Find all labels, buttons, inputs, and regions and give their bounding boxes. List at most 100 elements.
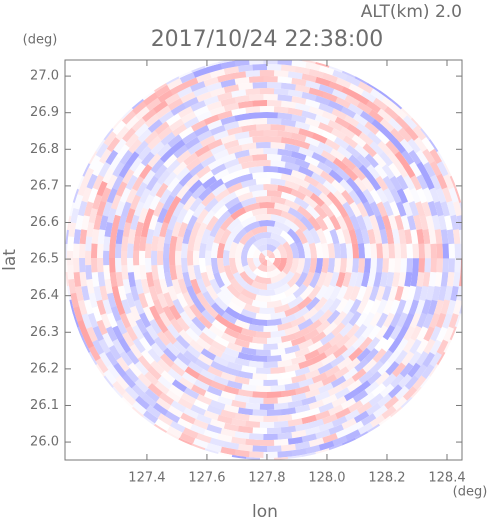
echo-cell (197, 130, 213, 142)
echo-cell (328, 332, 344, 347)
echo-cell (154, 82, 168, 93)
echo-cell (301, 110, 317, 121)
echo-cell (410, 175, 422, 191)
echo-cell (308, 242, 318, 259)
echo-cell (354, 76, 369, 85)
echo-cell (321, 110, 338, 123)
echo-cell (200, 228, 212, 245)
echo-cell (138, 207, 149, 224)
echo-cell (92, 160, 105, 177)
echo-cell (157, 413, 173, 426)
echo-cell (243, 202, 260, 213)
echo-cell (234, 375, 250, 385)
echo-cell (86, 173, 98, 190)
echo-cell (259, 88, 275, 95)
echo-cell (159, 278, 169, 295)
y-tick-label: 26.9 (30, 105, 59, 120)
echo-cell (336, 356, 353, 371)
echo-cell (358, 164, 373, 180)
echo-cell (212, 375, 229, 386)
echo-cell (92, 339, 105, 355)
echo-cell (361, 324, 375, 340)
echo-cell (257, 244, 267, 253)
echo-cell (361, 90, 377, 103)
echo-cell (69, 201, 75, 217)
echo-cell (294, 422, 311, 432)
echo-cell (407, 138, 421, 154)
echo-cell (190, 384, 207, 397)
echo-cell (343, 388, 360, 402)
echo-cell (170, 103, 187, 116)
echo-cell (317, 141, 334, 154)
echo-cell (188, 322, 203, 337)
echo-cell (366, 336, 381, 352)
echo-cell (67, 264, 75, 280)
echo-cell (357, 258, 365, 274)
echo-cell (216, 290, 232, 306)
echo-cell (238, 64, 254, 73)
echo-cell (341, 189, 355, 206)
echo-cell (361, 228, 370, 245)
echo-cell (353, 410, 370, 424)
echo-cell (220, 332, 237, 344)
echo-cell (241, 365, 257, 374)
echo-cell (283, 218, 300, 233)
echo-cell (402, 338, 416, 354)
echo-cell (147, 135, 162, 150)
echo-cell (157, 264, 166, 280)
echo-cell (258, 307, 275, 314)
echo-cell (223, 422, 239, 432)
echo-cell (122, 221, 132, 238)
echo-cell (251, 336, 267, 345)
echo-cell (295, 258, 305, 275)
echo-cell (172, 298, 185, 315)
echo-cell (85, 264, 93, 280)
echo-cell (216, 414, 233, 425)
echo-cell (309, 309, 325, 324)
echo-cell (320, 150, 337, 163)
echo-cell (175, 264, 184, 280)
echo-cell (304, 155, 321, 167)
echo-cell (259, 421, 275, 428)
echo-cell (371, 383, 387, 398)
echo-cell (180, 242, 189, 258)
echo-cell (395, 162, 409, 179)
echo-cell (413, 285, 423, 302)
echo-cell (353, 177, 368, 193)
echo-cell (314, 114, 331, 126)
echo-cell (220, 97, 237, 107)
echo-cell (234, 431, 250, 440)
echo-cell (228, 257, 239, 275)
echo-cell (257, 263, 267, 272)
echo-cell (88, 345, 101, 362)
echo-cell (399, 362, 414, 378)
echo-cell (155, 182, 169, 198)
echo-cell (295, 228, 309, 245)
echo-cell (67, 236, 75, 251)
echo-cell (86, 221, 95, 238)
echo-cell (88, 292, 98, 308)
echo-cell (277, 414, 293, 422)
echo-cell (196, 165, 212, 179)
echo-cell (162, 305, 175, 322)
echo-cell (220, 60, 236, 70)
echo-cell (270, 311, 287, 320)
y-tick-label: 26.8 (30, 142, 59, 157)
echo-cell (267, 171, 283, 180)
echo-cell (301, 452, 316, 457)
echo-cell (112, 120, 127, 136)
echo-cell (332, 344, 348, 359)
echo-cell (400, 351, 415, 367)
echo-cell (416, 272, 425, 288)
echo-cell (358, 336, 373, 352)
echo-cell (192, 418, 209, 430)
echo-cell (349, 298, 362, 315)
echo-cell (208, 178, 225, 192)
echo-cell (209, 87, 226, 98)
echo-cell (234, 394, 250, 403)
echo-cell (398, 272, 407, 288)
echo-cell (348, 83, 365, 96)
echo-cell (134, 221, 144, 237)
echo-cell (416, 161, 429, 178)
echo-cell (449, 326, 457, 341)
